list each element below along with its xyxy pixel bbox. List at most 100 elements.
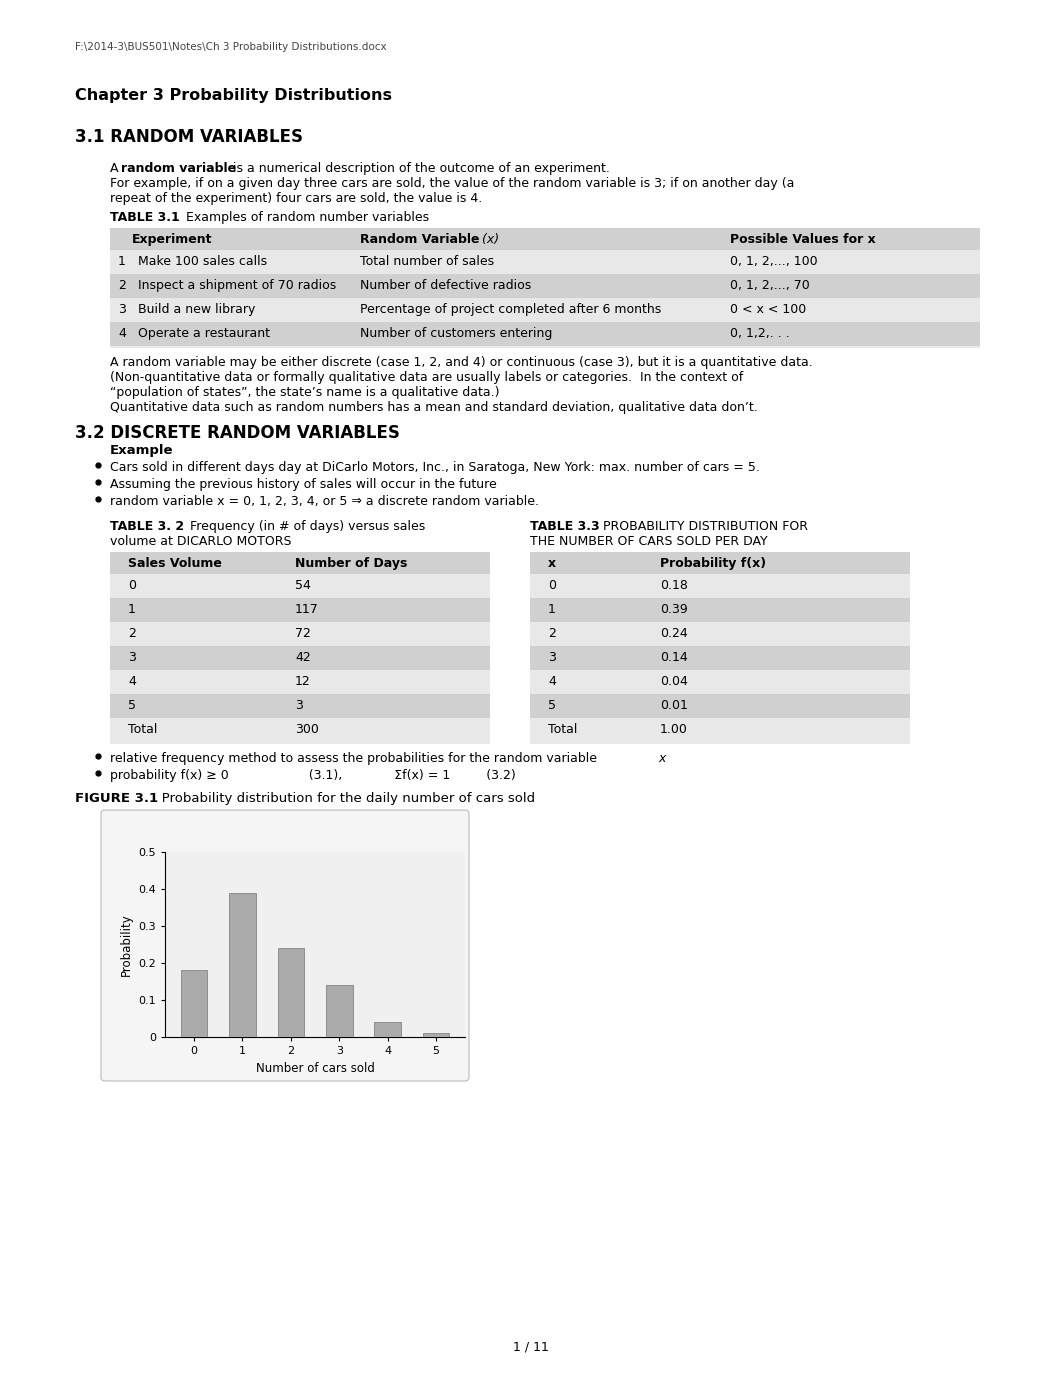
Text: 0.04: 0.04 [660, 675, 688, 688]
Text: 5: 5 [548, 700, 556, 712]
Text: Probability f(x): Probability f(x) [660, 558, 766, 570]
Bar [530, 694, 910, 717]
Text: random variable: random variable [121, 162, 236, 175]
Text: Probability distribution for the daily number of cars sold: Probability distribution for the daily n… [149, 792, 535, 806]
Text: A random variable may be either discrete (case 1, 2, and 4) or continuous (case : A random variable may be either discrete… [110, 357, 812, 369]
Text: 2: 2 [129, 627, 136, 640]
Bar [110, 694, 490, 717]
Text: 2: 2 [548, 627, 555, 640]
Bar [229, 892, 256, 1037]
Bar [110, 229, 980, 348]
Text: (x): (x) [478, 233, 499, 246]
Text: 0 < x < 100: 0 < x < 100 [730, 303, 806, 315]
Bar [110, 229, 980, 251]
Text: Make 100 sales calls: Make 100 sales calls [138, 255, 268, 269]
Text: Chapter 3 Probability Distributions: Chapter 3 Probability Distributions [75, 88, 392, 103]
Bar [530, 552, 910, 574]
Text: Build a new library: Build a new library [138, 303, 255, 315]
Text: 1: 1 [129, 603, 136, 616]
Text: random variable x = 0, 1, 2, 3, 4, or 5 ⇒ a discrete random variable.: random variable x = 0, 1, 2, 3, 4, or 5 … [110, 494, 539, 508]
Text: Total number of sales: Total number of sales [360, 255, 494, 269]
Text: Experiment: Experiment [132, 233, 212, 246]
Text: F:\2014-3\BUS501\Notes\Ch 3 Probability Distributions.docx: F:\2014-3\BUS501\Notes\Ch 3 Probability … [75, 43, 387, 52]
Y-axis label: Probability: Probability [120, 913, 133, 976]
Text: 3: 3 [118, 303, 126, 315]
Text: TABLE 3. 2: TABLE 3. 2 [110, 521, 184, 533]
Text: “population of states”, the state’s name is a qualitative data.): “population of states”, the state’s name… [110, 386, 499, 399]
Text: 4: 4 [118, 326, 126, 340]
Text: 0, 1, 2,..., 100: 0, 1, 2,..., 100 [730, 255, 818, 269]
Text: Random Variable: Random Variable [360, 233, 480, 246]
Bar [277, 949, 304, 1037]
Text: THE NUMBER OF CARS SOLD PER DAY: THE NUMBER OF CARS SOLD PER DAY [530, 536, 768, 548]
Text: is a numerical description of the outcome of an experiment.: is a numerical description of the outcom… [229, 162, 610, 175]
Text: 72: 72 [295, 627, 311, 640]
Text: 117: 117 [295, 603, 319, 616]
Bar [181, 971, 207, 1037]
Text: 0, 1, 2,..., 70: 0, 1, 2,..., 70 [730, 280, 809, 292]
Text: x: x [658, 752, 666, 766]
Text: FIGURE 3.1: FIGURE 3.1 [75, 792, 158, 806]
Text: 3: 3 [548, 651, 555, 664]
Text: Total: Total [129, 723, 157, 735]
FancyBboxPatch shape [101, 810, 469, 1081]
Text: 300: 300 [295, 723, 319, 735]
Bar [110, 646, 490, 671]
Text: relative frequency method to assess the probabilities for the random variable: relative frequency method to assess the … [110, 752, 601, 766]
X-axis label: Number of cars sold: Number of cars sold [256, 1062, 375, 1074]
Text: volume at DICARLO MOTORS: volume at DICARLO MOTORS [110, 536, 291, 548]
Bar [110, 552, 490, 744]
Text: Frequency (in # of days) versus sales: Frequency (in # of days) versus sales [182, 521, 425, 533]
Text: A: A [110, 162, 122, 175]
Text: 1 / 11: 1 / 11 [513, 1340, 549, 1354]
Text: Possible Values for x: Possible Values for x [730, 233, 876, 246]
Text: 3: 3 [129, 651, 136, 664]
Bar [530, 646, 910, 671]
Text: Cars sold in different days day at DiCarlo Motors, Inc., in Saratoga, New York: : Cars sold in different days day at DiCar… [110, 461, 760, 474]
Text: 4: 4 [129, 675, 136, 688]
Text: Sales Volume: Sales Volume [129, 558, 222, 570]
Text: 3: 3 [295, 700, 303, 712]
Text: 1: 1 [548, 603, 555, 616]
Text: Operate a restaurant: Operate a restaurant [138, 326, 270, 340]
Text: 0.24: 0.24 [660, 627, 688, 640]
Text: 12: 12 [295, 675, 311, 688]
Text: (Non-quantitative data or formally qualitative data are usually labels or catego: (Non-quantitative data or formally quali… [110, 370, 743, 384]
Bar [423, 1033, 449, 1037]
Text: Assuming the previous history of sales will occur in the future: Assuming the previous history of sales w… [110, 478, 497, 492]
Text: 0.18: 0.18 [660, 578, 688, 592]
Text: 0.14: 0.14 [660, 651, 688, 664]
Bar [110, 598, 490, 622]
Text: probability f(x) ≥ 0                    (3.1),             Σf(x) = 1         (3.: probability f(x) ≥ 0 (3.1), Σf(x) = 1 (3… [110, 768, 516, 782]
Bar [110, 274, 980, 297]
Bar [530, 598, 910, 622]
Text: 0: 0 [129, 578, 136, 592]
Text: 54: 54 [295, 578, 311, 592]
Bar [110, 552, 490, 574]
Text: Example: Example [110, 443, 173, 457]
Text: Total: Total [548, 723, 578, 735]
Text: x: x [548, 558, 556, 570]
Text: Inspect a shipment of 70 radios: Inspect a shipment of 70 radios [138, 280, 337, 292]
Text: Number of customers entering: Number of customers entering [360, 326, 552, 340]
Bar [326, 985, 353, 1037]
Text: 0: 0 [548, 578, 556, 592]
Text: 1: 1 [118, 255, 126, 269]
Text: Number of Days: Number of Days [295, 558, 408, 570]
Text: 3.1 RANDOM VARIABLES: 3.1 RANDOM VARIABLES [75, 128, 303, 146]
Bar [530, 552, 910, 744]
Text: TABLE 3.3: TABLE 3.3 [530, 521, 600, 533]
Text: Examples of random number variables: Examples of random number variables [174, 211, 429, 224]
Text: 0.01: 0.01 [660, 700, 688, 712]
Text: 0, 1,2,. . .: 0, 1,2,. . . [730, 326, 790, 340]
Text: 2: 2 [118, 280, 126, 292]
Text: repeat of the experiment) four cars are sold, the value is 4.: repeat of the experiment) four cars are … [110, 191, 482, 205]
Text: PROBABILITY DISTRIBUTION FOR: PROBABILITY DISTRIBUTION FOR [595, 521, 808, 533]
Text: Percentage of project completed after 6 months: Percentage of project completed after 6 … [360, 303, 662, 315]
Text: TABLE 3.1: TABLE 3.1 [110, 211, 179, 224]
Text: 3.2 DISCRETE RANDOM VARIABLES: 3.2 DISCRETE RANDOM VARIABLES [75, 424, 400, 442]
Text: 42: 42 [295, 651, 311, 664]
Text: 0.39: 0.39 [660, 603, 688, 616]
Text: 4: 4 [548, 675, 555, 688]
Text: Quantitative data such as random numbers has a mean and standard deviation, qual: Quantitative data such as random numbers… [110, 401, 758, 414]
